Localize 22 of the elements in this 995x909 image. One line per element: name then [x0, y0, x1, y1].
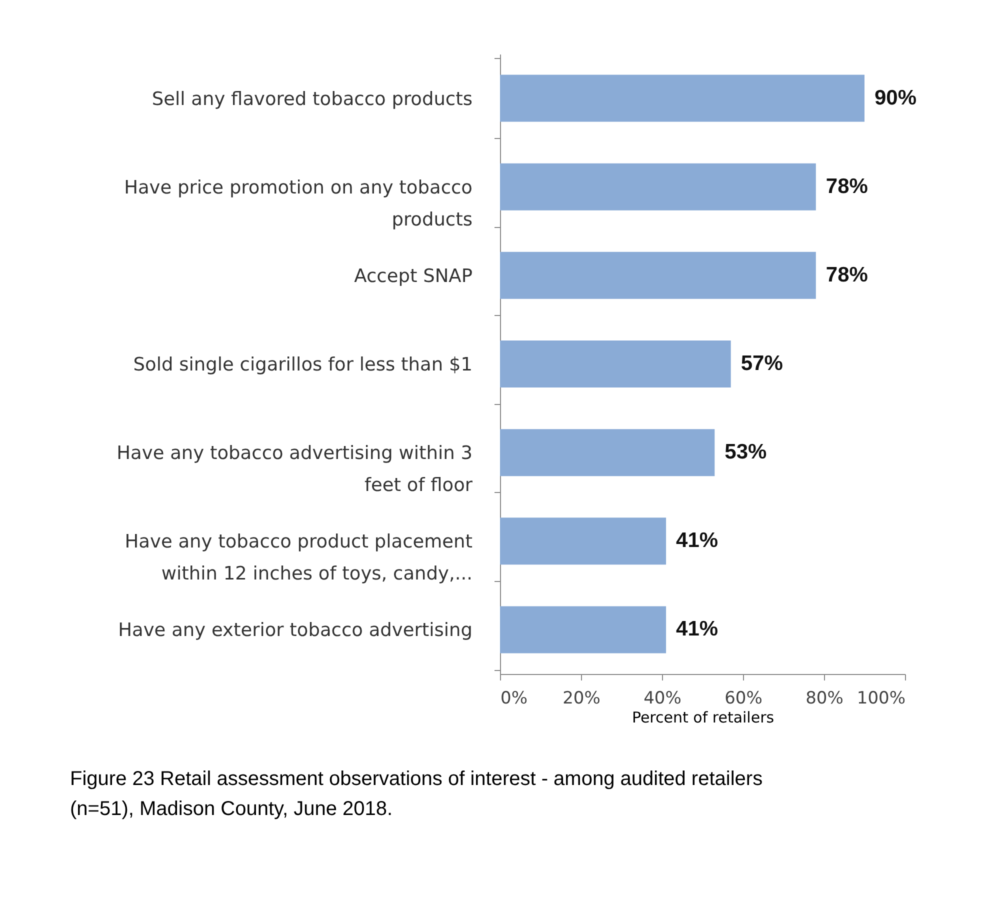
- y-tick-label: Have price promotion on any tobacco products: [124, 177, 472, 230]
- data-label: 41%: [676, 618, 718, 641]
- x-axis-title: Percent of retailers: [632, 708, 774, 726]
- caption: Figure 23 Retail assessment observations of interest - among audited retailers (n=51), Madison County, June 2018.: [70, 768, 763, 820]
- data-label: 90%: [874, 86, 917, 110]
- data-label: 78%: [826, 263, 868, 286]
- x-tick-label: 40%: [644, 688, 682, 708]
- x-tick-label: 80%: [806, 688, 844, 708]
- data-label: 41%: [676, 529, 718, 552]
- data-label: 57%: [740, 352, 784, 375]
- y-tick-label: Have any tobacco advertising within 3 feet of floor: [116, 443, 473, 496]
- x-tick-label: 20%: [562, 688, 600, 708]
- y-tick-label: Sold single cigarillos for less than $1: [133, 354, 472, 376]
- y-tick-label: Accept SNAP: [354, 266, 472, 287]
- x-tick-label: 0%: [500, 688, 528, 708]
- x-tick-label: 60%: [724, 688, 762, 708]
- y-tick-label: Sell any flavored tobacco products: [152, 88, 472, 110]
- y-tick-label: Have any exterior tobacco advertising: [118, 620, 472, 642]
- x-tick-label: 100%: [856, 688, 906, 708]
- data-label: 53%: [724, 440, 768, 464]
- y-tick-label: Have any tobacco product placement within 12 inches of toys, candy,...: [124, 532, 472, 585]
- data-label: 78%: [826, 174, 868, 198]
